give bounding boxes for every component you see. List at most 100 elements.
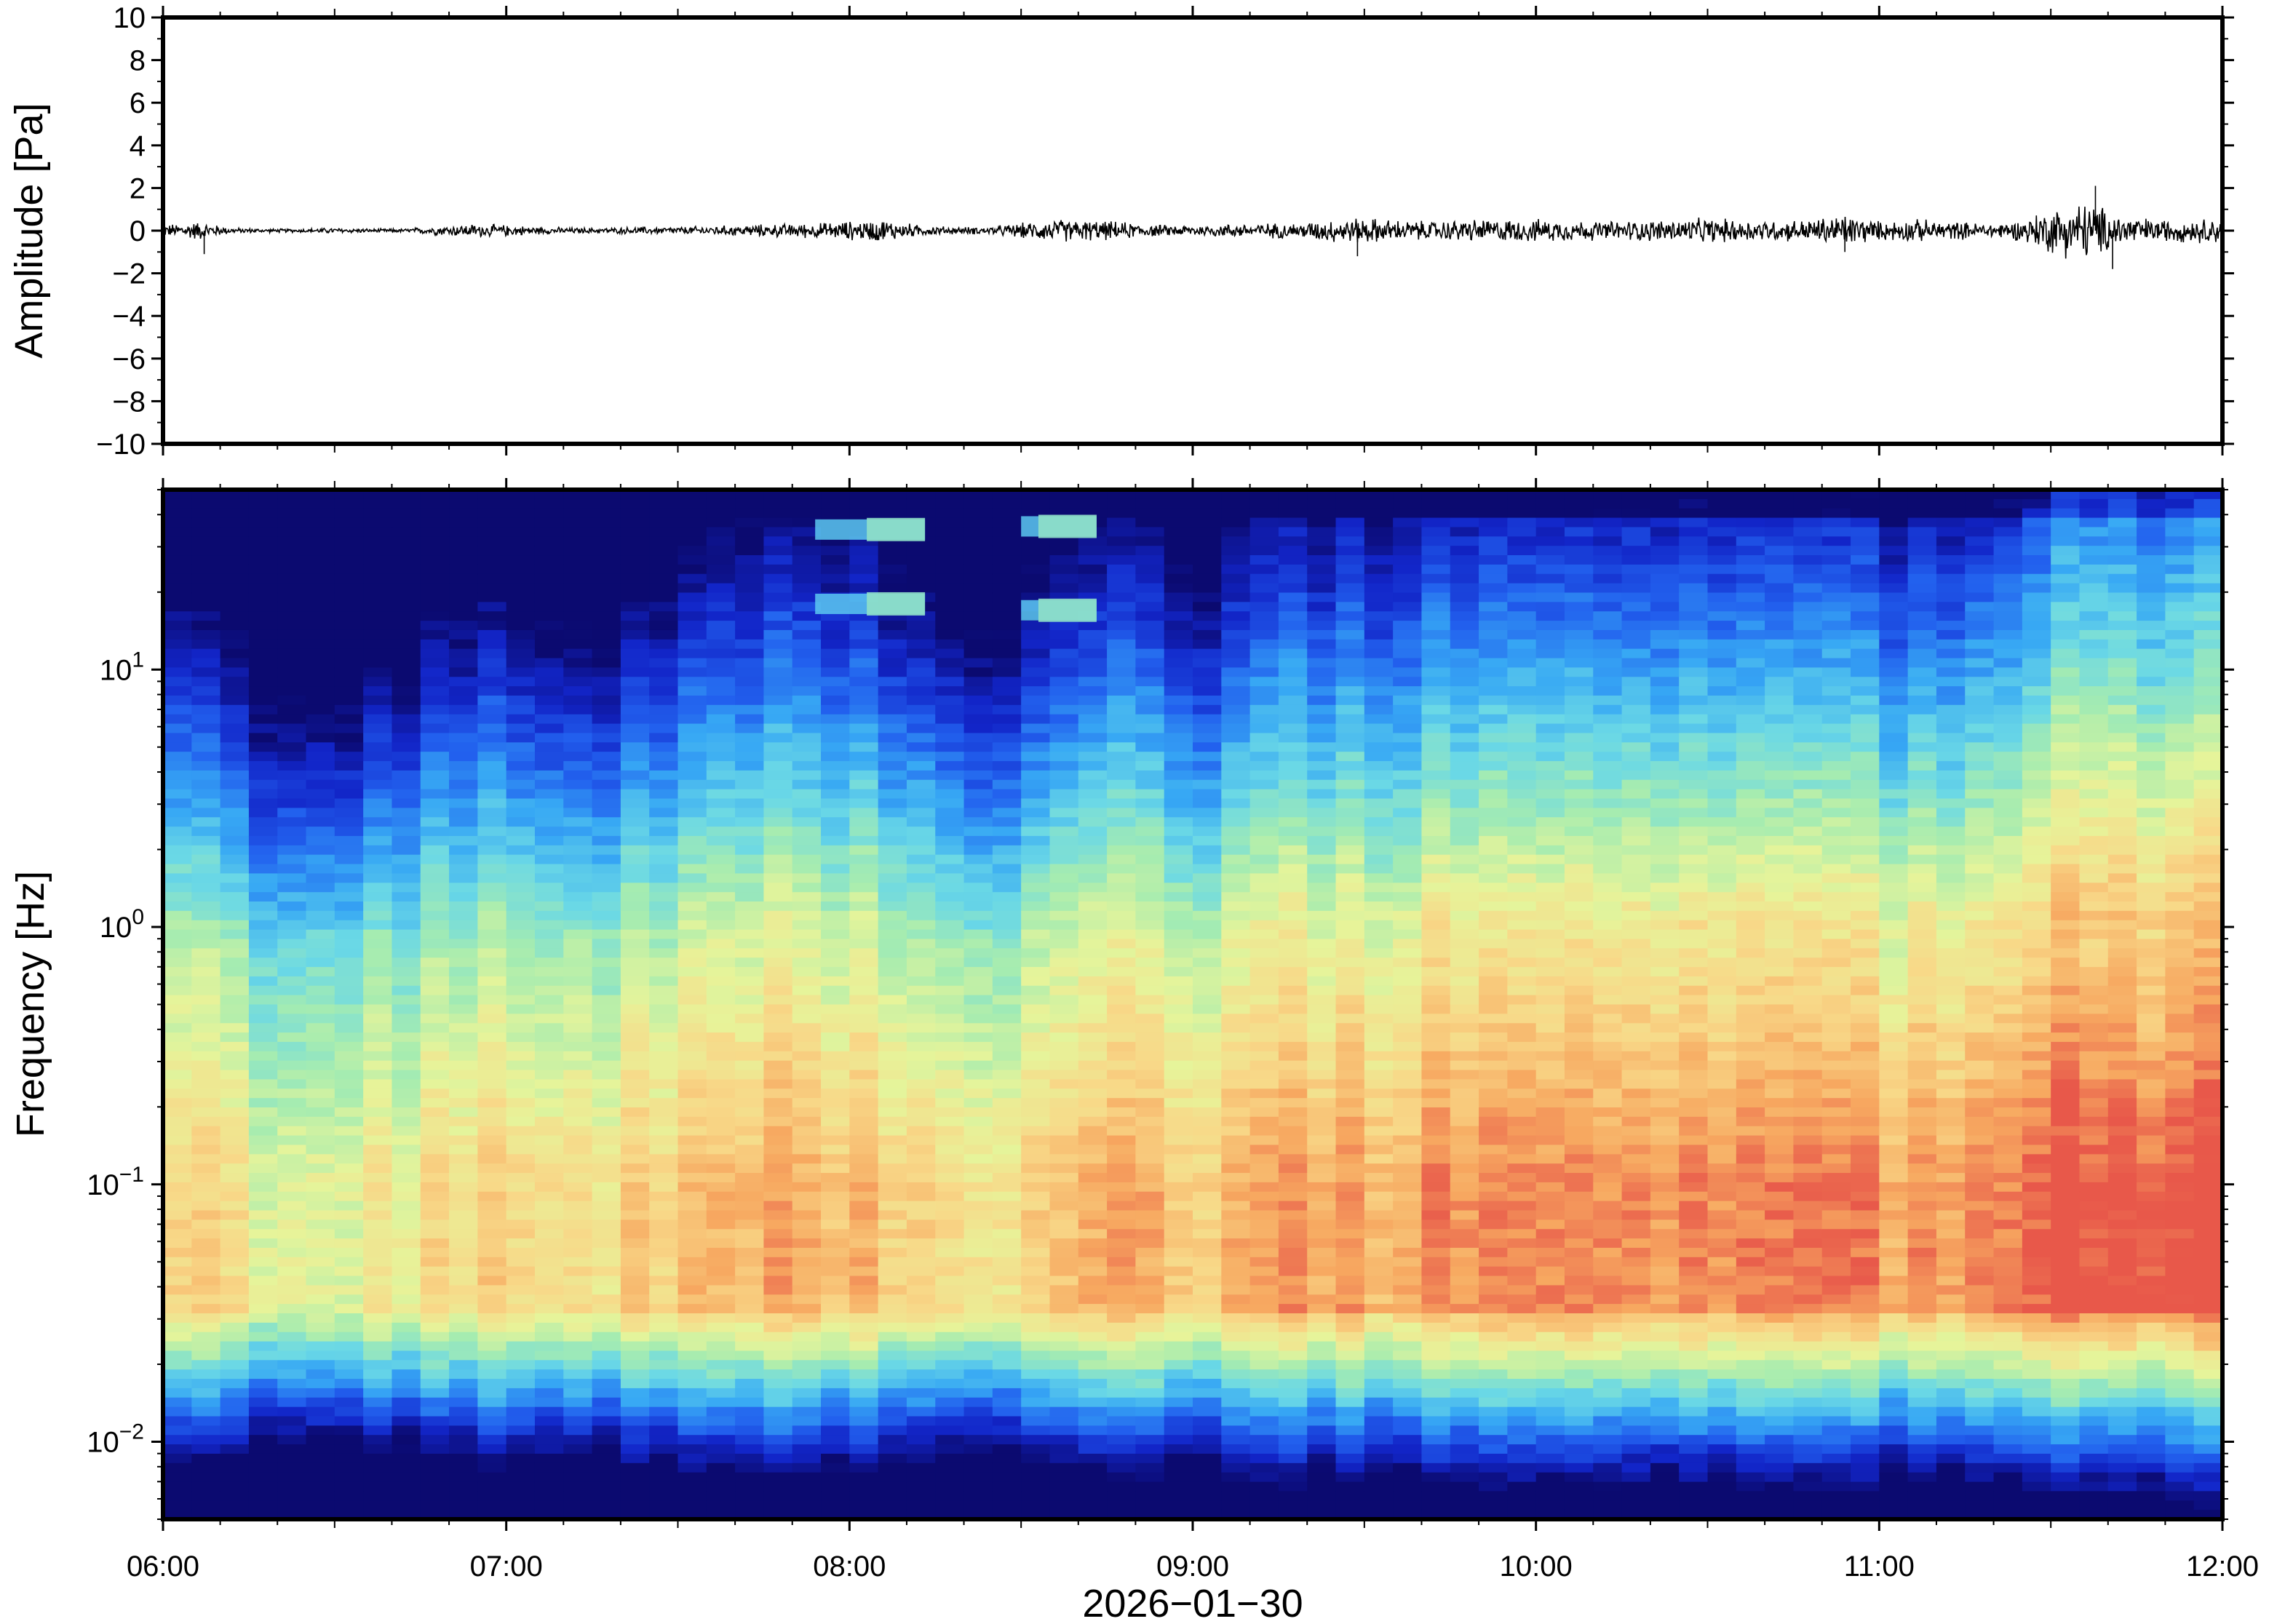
spectrogram-cell: [277, 995, 307, 1006]
spectrogram-cell: [620, 555, 650, 565]
spectrogram-cell: [392, 621, 421, 631]
spectrogram-cell: [1021, 817, 1051, 827]
spectrogram-cell: [706, 1173, 736, 1183]
spectrogram-cell: [534, 985, 564, 996]
spectrogram-cell: [1221, 1332, 1251, 1342]
spectrogram-cell: [1221, 1004, 1251, 1014]
spectrogram-cell: [1278, 1500, 1308, 1510]
spectrogram-cell: [1193, 696, 1222, 706]
spectrogram-cell: [935, 1247, 965, 1258]
spectrogram-cell: [821, 1145, 850, 1155]
spectrogram-cell: [248, 1238, 278, 1249]
spectrogram-cell: [477, 1369, 507, 1380]
spectrogram-cell: [1307, 1416, 1337, 1426]
spectrogram-cell: [849, 1135, 879, 1146]
spectrogram-cell: [649, 1201, 679, 1211]
spectrogram-cell: [392, 677, 421, 687]
spectrogram-cell: [792, 1004, 822, 1014]
spectrogram-cell: [277, 1416, 307, 1426]
spectrogram-cell: [906, 723, 936, 734]
spectrogram-cell: [1364, 1229, 1394, 1239]
spectrogram-cell: [306, 686, 335, 696]
spectrogram-cell: [1221, 1041, 1251, 1052]
spectrogram-cell: [306, 1481, 335, 1492]
spectrogram-cell: [220, 827, 250, 837]
spectrogram-cell: [792, 1379, 822, 1389]
spectrogram-cell: [248, 835, 278, 846]
spectrogram-cell: [1221, 546, 1251, 556]
spectrogram-cell: [277, 517, 307, 528]
spectrogram-cell: [706, 1023, 736, 1033]
spectrogram-cell: [706, 1154, 736, 1164]
spectrogram-cell: [1249, 1313, 1279, 1324]
spectrogram-cell: [649, 854, 679, 865]
spectrogram-cell: [1107, 1229, 1136, 1239]
spectrogram-cell: [534, 1191, 564, 1202]
spectrogram-cell: [420, 1425, 450, 1436]
spectrogram-cell: [163, 901, 192, 912]
spectrogram-cell: [1135, 995, 1165, 1006]
spectrogram-cell: [420, 1341, 450, 1352]
spectrogram-cell: [191, 1425, 221, 1436]
spectrogram-cell: [1307, 714, 1337, 725]
spectrogram-cell: [477, 1275, 507, 1286]
spectrogram-cell: [449, 1145, 478, 1155]
spectrogram-cell: [449, 1041, 478, 1052]
spectrogram-cell: [191, 667, 221, 677]
spectrogram-cell: [506, 1397, 536, 1408]
spectrogram-cell: [277, 714, 307, 725]
spectrogram-cell: [1278, 948, 1308, 958]
spectrogram-cell: [706, 723, 736, 734]
spectrogram-cell: [191, 1444, 221, 1454]
spectrogram-cell: [1393, 1070, 1423, 1080]
spectrogram-cell: [763, 1416, 793, 1426]
spectrogram-cell: [277, 658, 307, 669]
spectrogram-cell: [763, 1491, 793, 1501]
spectrogram-cell: [821, 1182, 850, 1193]
spectrogram-cell: [1364, 1462, 1394, 1473]
spectrogram-cell: [420, 873, 450, 883]
spectrogram-cell: [906, 1444, 936, 1454]
spectrogram-cell: [878, 920, 907, 931]
spectrogram-cell: [821, 1023, 850, 1033]
spectrogram-cell: [506, 827, 536, 837]
spectrogram-cell: [677, 1313, 707, 1324]
spectrogram-cell: [563, 1126, 593, 1137]
spectrogram-cell: [992, 704, 1022, 715]
spectrogram-cell: [821, 976, 850, 987]
spectrogram-cell: [649, 892, 679, 902]
spectrogram-cell: [220, 995, 250, 1006]
spectrogram-cell: [706, 1416, 736, 1426]
spectrogram-cell: [592, 667, 621, 677]
spectrogram-cell: [906, 789, 936, 800]
spectrogram-cell: [706, 517, 736, 528]
spectrogram-cell: [248, 667, 278, 677]
spectrogram-cell: [477, 536, 507, 546]
spectrogram-cell: [735, 1332, 765, 1342]
spectrogram-cell: [821, 555, 850, 565]
spectrogram-cell: [449, 1088, 478, 1099]
spectrogram-cell: [992, 798, 1022, 808]
spectrogram-cell: [1249, 611, 1279, 621]
spectrogram-cell: [735, 958, 765, 968]
spectrogram-cell: [1393, 714, 1423, 725]
spectrogram-cell: [563, 779, 593, 790]
spectrogram-cell: [1307, 995, 1337, 1006]
spectrogram-cell: [334, 686, 364, 696]
spectrogram-cell: [163, 704, 192, 715]
spectrogram-cell: [1335, 1341, 1365, 1352]
spectrogram-cell: [649, 667, 679, 677]
spectrogram-cell: [1364, 808, 1394, 818]
spectrogram-cell: [1193, 508, 1222, 519]
spectrogram-cell: [534, 1397, 564, 1408]
spectrogram-cell: [1049, 733, 1079, 743]
spectrogram-cell: [935, 1191, 965, 1202]
spectrogram-cell: [334, 1275, 364, 1286]
spectrogram-cell: [906, 892, 936, 902]
spectrogram-cell: [735, 1322, 765, 1333]
spectrogram-cell: [620, 1182, 650, 1193]
spectrogram-cell: [821, 1229, 850, 1239]
spectrogram-cell: [1307, 658, 1337, 669]
spectrogram-cell: [677, 854, 707, 865]
spectrogram-cell: [821, 1397, 850, 1408]
